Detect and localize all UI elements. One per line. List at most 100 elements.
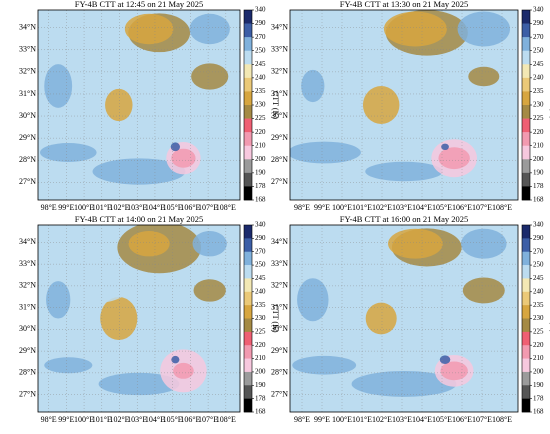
colorbar-tick-label: 200 [255,155,266,163]
y-tick-label: 32°N [271,67,288,76]
y-tick-label: 33°N [271,45,288,54]
y-tick-label: 31°N [271,302,288,311]
colorbar-segment [244,305,252,319]
colorbar-tick-label: 240 [255,73,266,81]
colorbar-segment [244,225,252,239]
x-tick-label: 103°E [127,203,147,212]
colorbar-segment [522,291,530,306]
y-tick-label: 29°N [19,133,36,142]
colorbar-tick-label: 210 [533,354,544,362]
x-tick-label: 105°E [163,203,183,212]
panel-title: FY-4B CTT at 16:00 on 21 May 2025 [340,214,469,224]
colorbar-segment [244,159,252,174]
cloud-patch [439,355,451,364]
map-frame [37,224,241,413]
cloud-patch [170,142,181,152]
colorbar-tick-label: 178 [255,394,266,402]
colorbar-segment [522,50,530,65]
colorbar-tick-label: 210 [255,354,266,362]
cloud-patch [191,63,229,90]
cloud-patch [440,361,468,381]
cloud-patch [44,64,73,108]
colorbar-tick-label: 220 [255,128,266,136]
cloud-patch [105,88,133,122]
cloud-patch [383,11,447,47]
colorbar-tick-label: 200 [255,368,266,376]
colorbar-tick-label: 225 [533,327,544,335]
cloud-patch [438,147,470,170]
cloud-patch [297,278,329,322]
colorbar-segment [522,172,530,187]
x-tick-label: 98°E [41,203,57,212]
colorbar-segment [522,318,530,333]
cloud-patch [461,228,507,259]
colorbar-tick-label: 340 [255,221,266,229]
cloud-patch [365,161,443,182]
colorbar-tick-label: 210 [533,141,544,149]
cloud-patch [362,86,400,124]
x-tick-label: 99°E [58,203,74,212]
colorbar-tick-label: 168 [533,408,544,416]
colorbar-segment [244,105,252,119]
colorbar-segment [522,145,530,160]
x-tick-label: 106°E [180,415,200,424]
colorbar-segment [522,225,530,239]
colorbar-tick-label: 235 [255,87,266,95]
colorbar-tick-label: 235 [533,301,544,309]
colorbar-segment [244,385,252,399]
colorbar-tick-label: 168 [533,196,544,204]
colorbar-tick-label: 340 [533,221,544,229]
cloud-patch [173,362,194,379]
cloud-patch [46,281,71,319]
colorbar-tick-label: 240 [533,287,544,295]
x-tick-label: 107°E [198,415,218,424]
colorbar-tick-label: 240 [255,287,266,295]
colorbar-segment [522,331,530,346]
y-tick-label: 34°N [271,237,288,246]
y-tick-label: 33°N [19,45,36,54]
colorbar-segment [244,278,252,293]
x-tick-label: 107°E [472,203,492,212]
colorbar-segment [522,371,530,386]
colorbar-tick-label: 220 [255,341,266,349]
colorbar-segment [522,186,530,201]
colorbar-segment [244,398,252,413]
x-tick-label: 104°E [412,203,432,212]
y-tick-label: 27°N [271,389,288,398]
colorbar-segment [522,251,530,266]
cloud-patch [44,357,93,374]
map-image [290,10,518,200]
colorbar-segment [522,64,530,79]
colorbar-segment [244,265,252,279]
cloud-patch [100,296,138,341]
panel-title: FY-4B CTT at 13:30 on 21 May 2025 [340,0,469,9]
colorbar-segment [244,10,252,24]
colorbar-label: CTT (K) [271,91,280,119]
colorbar-tick-label: 290 [255,19,266,27]
x-tick-label: 104°E [145,203,165,212]
x-tick-label: 106°E [452,415,472,424]
cloud-patch [324,48,393,86]
cloud-patch [290,141,361,164]
cloud-patch [193,279,226,302]
colorbar-tick-label: 168 [255,408,266,416]
colorbar-tick-label: 230 [533,314,544,322]
x-tick-label: 102°E [372,415,392,424]
colorbar-segment [522,10,530,24]
x-tick-label: 100°E [332,203,352,212]
x-tick-label: 103°E [392,415,412,424]
cloud-patch [189,13,230,45]
y-tick-label: 29°N [271,346,288,355]
colorbar-tick-label: 230 [533,101,544,109]
cloud-patch [365,302,397,335]
cloud-patch [92,158,186,185]
colorbar-segment [244,23,252,38]
x-tick-label: 99°E [314,203,330,212]
cloud-patch [40,143,97,162]
x-tick-label: 104°E [412,415,432,424]
